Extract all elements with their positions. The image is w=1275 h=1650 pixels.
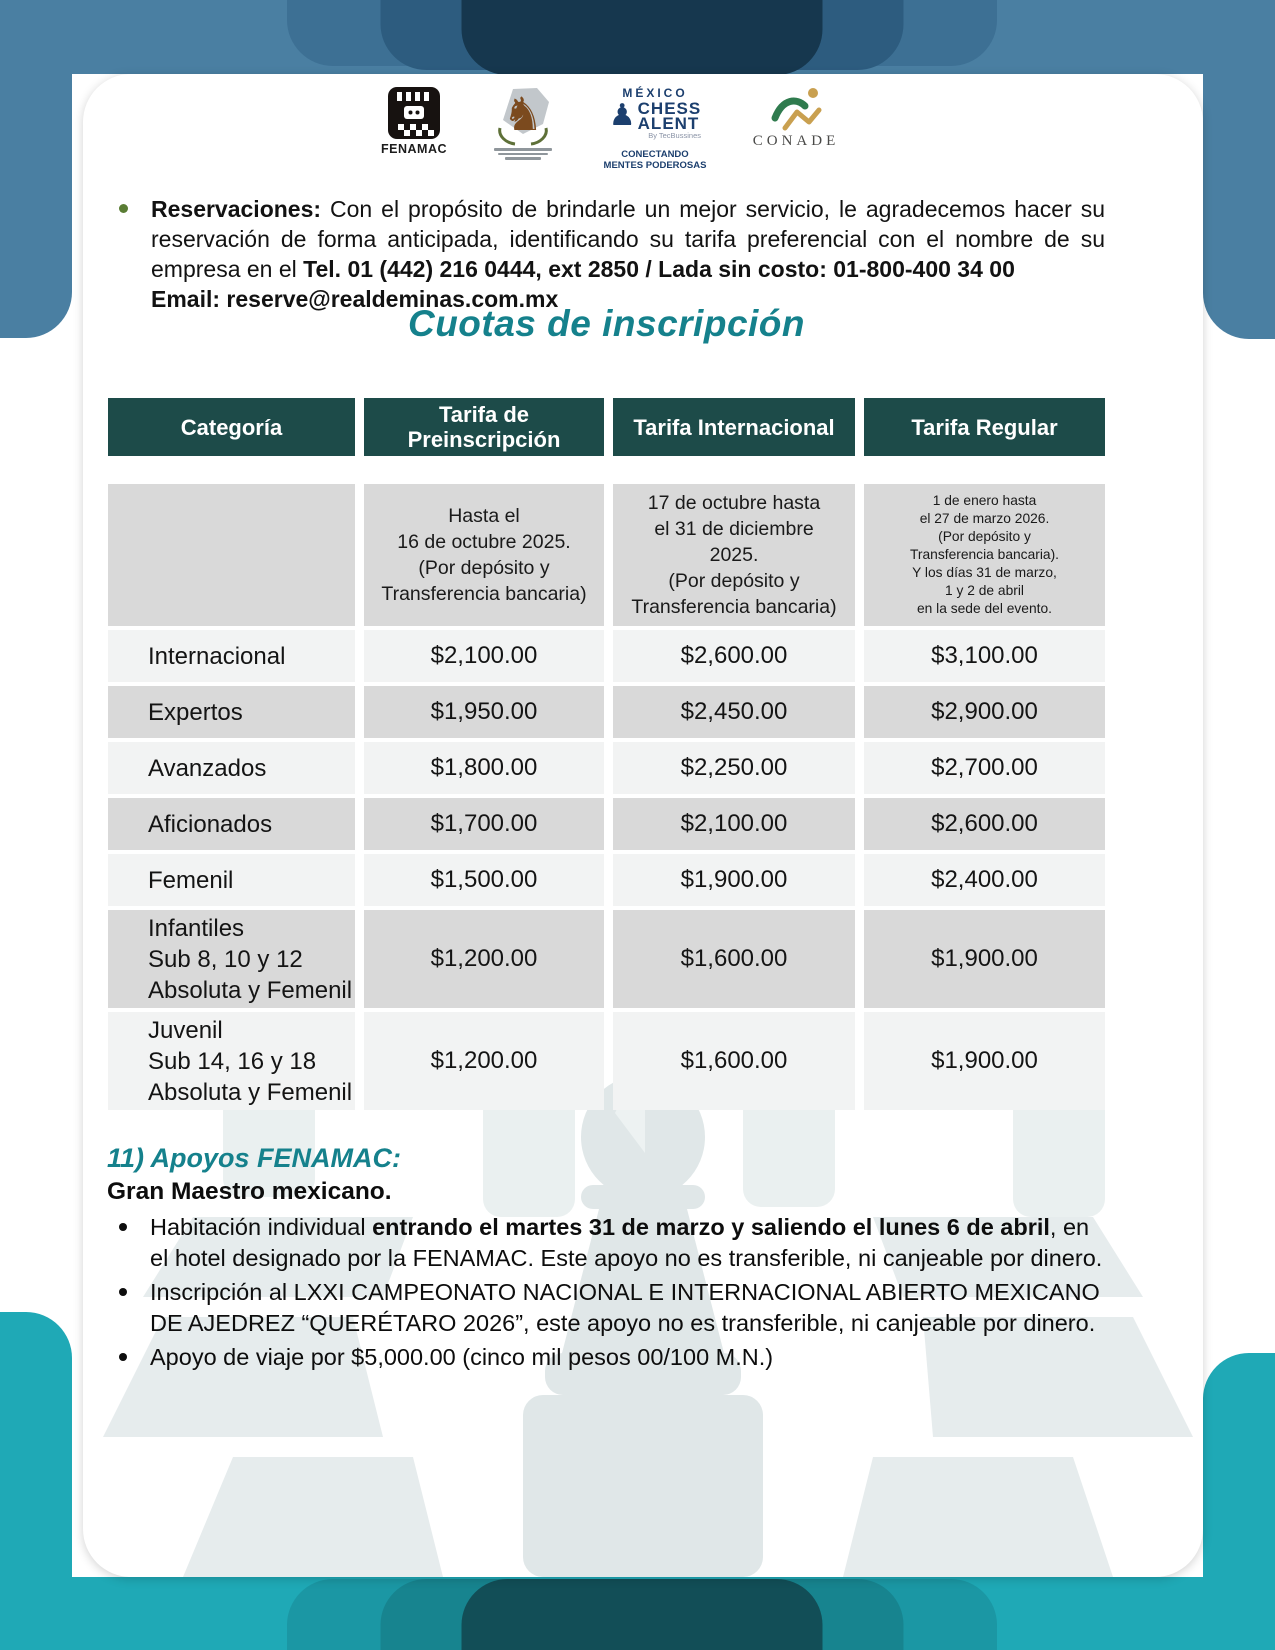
fees-header-cell: Tarifa Regular (864, 398, 1105, 456)
fees-price-cell: $1,700.00 (364, 798, 604, 850)
fees-price-cell: $2,700.00 (864, 742, 1105, 794)
chess-talent-byline: By TecBussines (648, 131, 701, 140)
chess-talent-word1: CHESS (637, 99, 702, 118)
fees-category-cell: Avanzados (108, 742, 355, 794)
page-title: Cuotas de inscripción (407, 303, 805, 344)
fees-category-cell: Aficionados (108, 798, 355, 850)
fees-price-cell: $1,900.00 (864, 1012, 1105, 1110)
reservations-text: Reservaciones: Con el propósito de brind… (151, 196, 1105, 312)
chess-knight-icon: ♞ (498, 87, 549, 146)
apoyos-bullet-item: Apoyo de viaje por $5,000.00 (cinco mil … (107, 1342, 1107, 1373)
fees-category-cell: Expertos (108, 686, 355, 738)
fees-date-note-cell: Hasta el 16 de octubre 2025. (Por depósito… (364, 484, 604, 626)
fees-price-cell: $2,450.00 (613, 686, 855, 738)
association-text-line (505, 157, 541, 160)
fees-price-cell: $1,950.00 (364, 686, 604, 738)
fees-header-gap (108, 460, 1105, 480)
apoyos-subheading: Gran Maestro mexicano. (107, 1178, 392, 1205)
fees-category-cell: Internacional (108, 630, 355, 682)
association-text-line (494, 148, 552, 151)
fees-price-cell: $2,400.00 (864, 854, 1105, 906)
chess-king-icon (388, 87, 440, 139)
association-text-line (498, 152, 548, 155)
fees-date-note-cell: 17 de octubre hasta el 31 de diciembre 202… (613, 484, 855, 626)
fees-price-cell: $1,500.00 (364, 854, 604, 906)
fees-price-cell: $2,900.00 (864, 686, 1105, 738)
fees-price-cell: $1,600.00 (613, 1012, 855, 1110)
reservations-paragraph: Reservaciones: Con el propósito de brind… (113, 194, 1105, 314)
fees-date-note-cell (108, 484, 355, 626)
fees-price-cell: $2,100.00 (613, 798, 855, 850)
fenamac-label: FENAMAC (381, 142, 447, 156)
association-logo: ♞ (489, 86, 557, 160)
bottom-left-corner-shape (0, 1312, 72, 1650)
fenamac-logo: FENAMAC (381, 86, 447, 156)
fees-price-cell: $1,200.00 (364, 1012, 604, 1110)
chess-talent-country: MÉXICO (622, 86, 688, 100)
conade-logo: CONADE (753, 86, 839, 150)
top-left-corner-shape (0, 0, 72, 338)
fees-price-cell: $2,600.00 (613, 630, 855, 682)
fees-price-cell: $2,100.00 (364, 630, 604, 682)
bullet-dot-icon (119, 1288, 127, 1296)
top-right-corner-shape (1203, 0, 1275, 339)
fees-price-cell: $1,900.00 (613, 854, 855, 906)
fees-header-cell: Tarifa de Preinscripción (364, 398, 604, 456)
fees-price-cell: $1,800.00 (364, 742, 604, 794)
fees-price-cell: $1,900.00 (864, 910, 1105, 1008)
top-decor-pill-dark (461, 0, 823, 75)
document-card: FENAMAC ♞ MÉXICO ♟ (83, 74, 1203, 1577)
fees-price-cell: $2,600.00 (864, 798, 1105, 850)
apoyos-bullet-list: Habitación individual entrando el martes… (107, 1212, 1107, 1373)
chess-pawn-icon: ♟ (608, 99, 636, 132)
conade-label: CONADE (752, 133, 840, 149)
runner-icon (771, 88, 822, 131)
svg-text:♞: ♞ (502, 87, 543, 141)
fees-header-cell: Categoría (108, 398, 355, 456)
fees-category-cell: Femenil (108, 854, 355, 906)
fees-price-cell: $2,250.00 (613, 742, 855, 794)
chess-talent-tagline: CONECTANDO MENTES PODEROSAS (603, 149, 707, 171)
fees-price-cell: $1,200.00 (364, 910, 604, 1008)
fees-category-cell: Juvenil Sub 14, 16 y 18 Absoluta y Femenil (108, 1012, 355, 1110)
bottom-decor-pill-dark (461, 1579, 823, 1650)
logo-row: FENAMAC ♞ MÉXICO ♟ (381, 86, 839, 171)
apoyos-bullet-item: Inscripción al LXXI CAMPEONATO NACIONAL … (107, 1277, 1107, 1339)
mexico-chess-talent-logo: MÉXICO ♟ CHESS ALENT By TecBussines CONE… (599, 86, 711, 171)
fees-price-cell: $3,100.00 (864, 630, 1105, 682)
fees-price-cell: $1,600.00 (613, 910, 855, 1008)
bullet-dot-icon (119, 1223, 127, 1231)
apoyos-section: 11) Apoyos FENAMAC: Gran Maestro mexican… (107, 1142, 1107, 1376)
bottom-right-corner-shape (1203, 1353, 1275, 1650)
fees-category-cell: Infantiles Sub 8, 10 y 12 Absoluta y Femen… (108, 910, 355, 1008)
chess-talent-word2: ALENT (637, 114, 700, 133)
bullet-dot-icon (119, 204, 128, 213)
fees-header-cell: Tarifa Internacional (613, 398, 855, 456)
fees-table: Categoría Tarifa de Preinscripción Tarifa … (108, 398, 1105, 1110)
apoyos-bullet-item: Habitación individual entrando el martes… (107, 1212, 1107, 1274)
apoyos-heading: 11) Apoyos FENAMAC: (107, 1143, 402, 1173)
bullet-dot-icon (119, 1353, 127, 1361)
fees-date-note-cell: 1 de enero hasta el 27 de marzo 2026. (Por… (864, 484, 1105, 626)
